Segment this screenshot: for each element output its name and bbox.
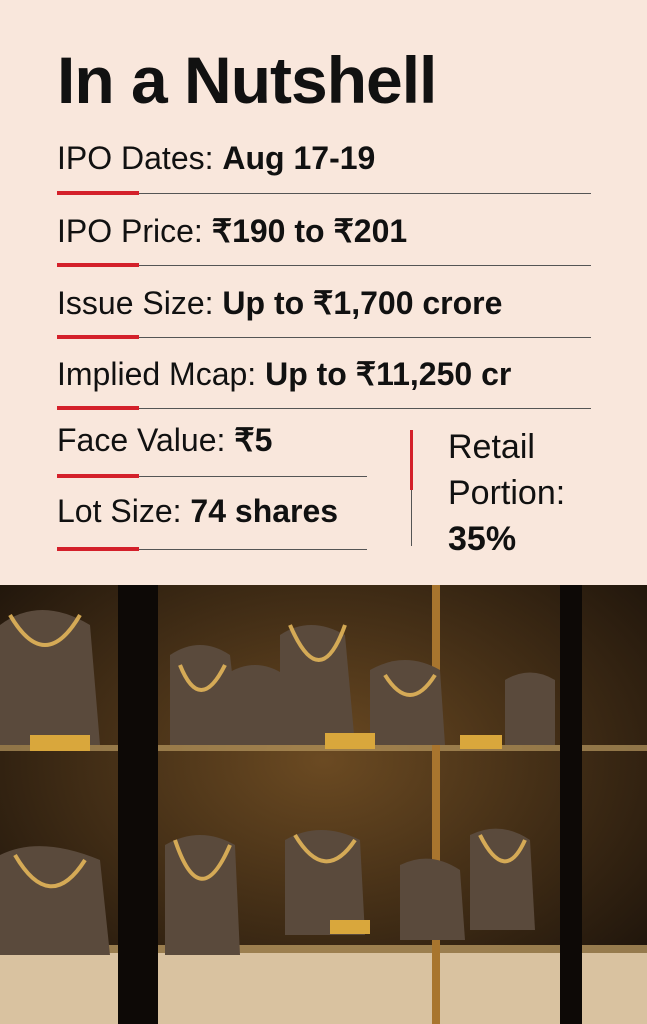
row-label: Implied Mcap: — [57, 356, 257, 392]
red-underline — [57, 335, 139, 339]
row: Lot Size: 74 shares — [57, 493, 338, 530]
red-underline — [57, 406, 139, 410]
side-value: 35% — [448, 520, 517, 558]
row-value: Up to ₹1,700 crore — [222, 285, 503, 321]
vertical-rule — [411, 490, 412, 546]
row: IPO Price: ₹190 to ₹201 — [57, 212, 407, 250]
row-value: 74 shares — [190, 493, 339, 529]
row: Implied Mcap: Up to ₹11,250 cr — [57, 355, 511, 393]
row-label: Lot Size: — [57, 493, 182, 529]
red-underline — [57, 547, 139, 551]
rule — [57, 265, 591, 266]
row-value: ₹190 to ₹201 — [211, 213, 408, 249]
side-box: Retail Portion: 35% — [448, 424, 628, 562]
row-value: ₹5 — [234, 422, 273, 458]
row: Face Value: ₹5 — [57, 421, 272, 459]
row-label: Face Value: — [57, 422, 226, 458]
vertical-red — [410, 430, 413, 490]
rule — [57, 193, 591, 194]
rule — [57, 408, 591, 409]
row-label: IPO Price: — [57, 213, 203, 249]
row: IPO Dates: Aug 17-19 — [57, 140, 375, 177]
red-underline — [57, 474, 139, 478]
row-label: IPO Dates: — [57, 140, 214, 176]
row-value: Aug 17-19 — [222, 140, 376, 176]
title: In a Nutshell — [57, 43, 437, 117]
red-underline — [57, 263, 139, 267]
row-label: Issue Size: — [57, 285, 214, 321]
side-label: Retail Portion: — [448, 428, 566, 512]
row-value: Up to ₹11,250 cr — [265, 356, 512, 392]
rule — [57, 476, 367, 477]
rule — [57, 337, 591, 338]
red-underline — [57, 191, 139, 195]
rule — [57, 549, 367, 550]
row: Issue Size: Up to ₹1,700 crore — [57, 284, 502, 322]
jewelry-photo — [0, 585, 647, 1024]
